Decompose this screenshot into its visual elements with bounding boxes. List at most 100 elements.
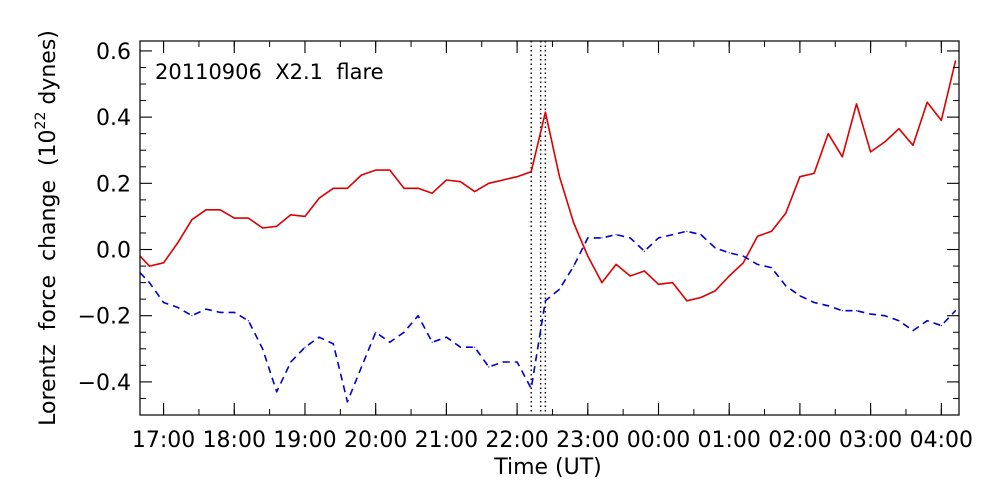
y-tick-label: 0.4: [96, 106, 131, 131]
series-data-point: [148, 265, 150, 267]
series-data-point: [488, 366, 490, 368]
series-data-point: [686, 300, 688, 302]
series-data-point: [827, 305, 829, 307]
series-data-point: [756, 235, 759, 237]
y-tick-label: −0.2: [78, 305, 131, 330]
series-data-point: [700, 234, 702, 236]
series-data-point: [233, 311, 235, 313]
series-data-point: [926, 101, 928, 103]
series-data-point: [276, 225, 278, 227]
series-data-point: [247, 320, 249, 322]
series-data-point: [276, 391, 278, 393]
series-data-point: [346, 401, 348, 403]
series-data-point: [205, 308, 207, 310]
y-tick-label: −0.4: [78, 371, 131, 396]
series-data-point: [445, 179, 447, 181]
series-data-point: [587, 255, 589, 257]
series-data-point: [573, 222, 575, 224]
series-data-point: [855, 310, 858, 312]
series-data-point: [530, 387, 532, 390]
series-data-point: [375, 169, 377, 171]
series-data-point: [445, 336, 447, 338]
series-data-point: [375, 331, 377, 333]
series-data-point: [389, 341, 391, 343]
series-data-point: [643, 250, 646, 252]
series-data-point: [262, 227, 264, 229]
axis-ticks: [140, 41, 959, 416]
series-data-point: [657, 237, 660, 239]
series-data-point: [558, 176, 561, 178]
tick-labels: 17:00 18:00 19:00 20:00 21:00 22:00 23:00 00:00…: [78, 40, 973, 453]
series-data-point: [643, 270, 646, 272]
series-data-point: [813, 172, 815, 174]
series-data-point: [318, 336, 320, 338]
series-line-red-solid: [139, 60, 957, 302]
series-data-point: [417, 315, 419, 317]
series-data-point: [686, 230, 688, 232]
series-data-point: [502, 361, 504, 363]
series-data-point: [262, 348, 264, 350]
series-data-point: [898, 320, 900, 322]
series-data-point: [728, 275, 730, 277]
x-tick-label: 04:00: [910, 428, 973, 453]
series-data-point: [954, 60, 957, 62]
series-data-point: [771, 267, 773, 269]
series-data-point: [233, 217, 235, 219]
series-data-point: [219, 311, 221, 313]
series-data-point: [163, 301, 165, 304]
series-data-point: [516, 176, 518, 178]
series-data-point: [870, 151, 872, 153]
x-tick-label: 20:00: [344, 428, 407, 453]
series-data-point: [177, 242, 179, 244]
series-data-point: [558, 288, 561, 290]
series-data-point: [615, 263, 617, 265]
series-data-point: [177, 306, 179, 308]
series-data-point: [912, 330, 914, 332]
series-data-point: [587, 237, 589, 239]
x-tick-label: 17:00: [132, 428, 195, 453]
series-data-point: [940, 325, 942, 327]
series-data-point: [516, 361, 518, 363]
series-data-point: [785, 212, 787, 214]
series-data-point: [714, 247, 716, 249]
series-data-point: [290, 214, 292, 216]
series-data-point: [954, 310, 957, 312]
series-data-point: [360, 174, 363, 176]
x-tick-label: 03:00: [839, 428, 902, 453]
vertical-markers: [530, 41, 547, 415]
y-axis-title-prefix: Lorentz force change (10: [36, 129, 61, 425]
series-data-point: [785, 285, 787, 287]
series-data-point: [290, 361, 292, 363]
y-axis-title-exponent: 22: [33, 112, 49, 130]
series-data-point: [827, 133, 829, 135]
series-data-point: [841, 310, 843, 312]
series-data-point: [700, 296, 702, 299]
series-data-point: [474, 346, 476, 348]
series-data-point: [898, 128, 900, 130]
series-data-point: [573, 265, 575, 267]
series-data-point: [205, 209, 207, 211]
series-data-point: [360, 366, 363, 368]
series-data-point: [841, 156, 843, 158]
series-data-point: [799, 176, 801, 178]
series-data-point: [544, 300, 547, 302]
x-tick-label: 21:00: [415, 428, 478, 453]
x-tick-label: 23:00: [556, 428, 619, 453]
series-data-point: [855, 103, 858, 105]
series-data-point: [771, 230, 773, 232]
series-data-point: [431, 341, 433, 343]
series-data-point: [191, 315, 193, 317]
series-data-point: [431, 192, 433, 194]
series-data-point: [672, 234, 674, 236]
series-data-point: [601, 282, 603, 284]
x-tick-label: 18:00: [203, 428, 266, 453]
series-data-point: [870, 313, 872, 315]
series-data-point: [629, 237, 631, 239]
chart-annotation: 20110906 X2.1 flare: [155, 60, 384, 84]
series-data-point: [332, 187, 334, 189]
series-data-point: [247, 217, 249, 219]
series-data-point: [346, 187, 348, 189]
series-data-point: [912, 144, 914, 146]
series-data-point: [459, 346, 462, 348]
